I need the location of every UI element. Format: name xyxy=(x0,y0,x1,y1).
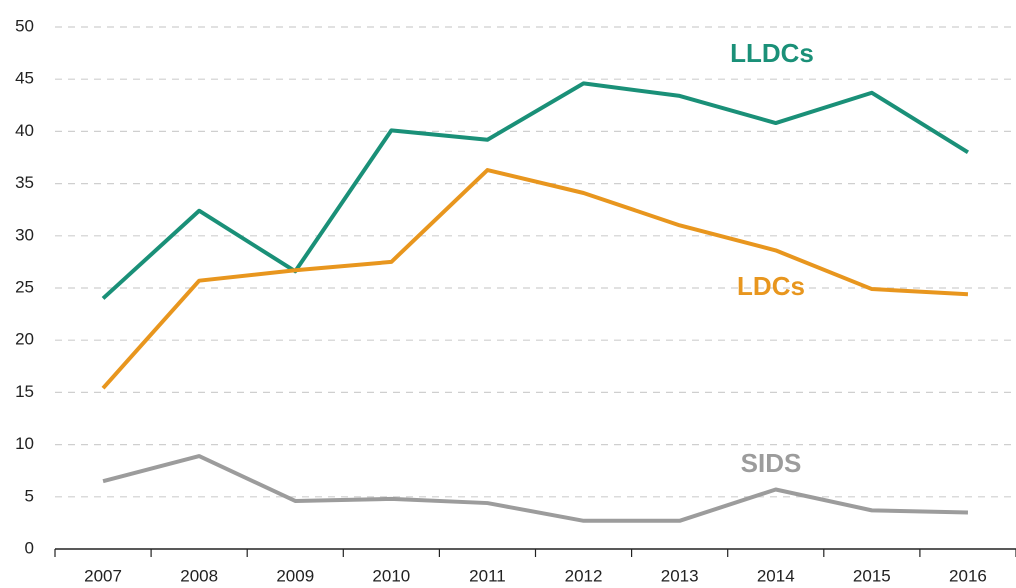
series-line xyxy=(101,81,970,300)
y-tick-label: 15 xyxy=(15,382,34,401)
y-tick-label: 20 xyxy=(15,330,34,349)
series-line xyxy=(102,454,968,523)
series-line xyxy=(101,168,969,390)
y-tick-label: 40 xyxy=(15,121,34,140)
x-tick-label: 2007 xyxy=(84,566,122,585)
series-label: LLDCs xyxy=(730,38,814,68)
y-tick-label: 0 xyxy=(25,538,34,557)
x-tick-label: 2012 xyxy=(565,566,603,585)
x-tick-label: 2015 xyxy=(853,566,891,585)
y-tick-label: 50 xyxy=(15,16,34,35)
y-tick-label: 35 xyxy=(15,173,34,192)
y-tick-label: 25 xyxy=(15,277,34,296)
series-label: LDCs xyxy=(737,271,805,301)
x-tick-label: 2010 xyxy=(372,566,410,585)
y-tick-label: 45 xyxy=(15,69,34,88)
x-tick-label: 2016 xyxy=(949,566,987,585)
x-tick-label: 2011 xyxy=(469,566,506,585)
y-tick-label: 5 xyxy=(25,486,34,505)
y-tick-label: 30 xyxy=(15,225,34,244)
x-tick-label: 2014 xyxy=(757,566,795,585)
series-label: SIDS xyxy=(741,448,802,478)
x-tick-label: 2008 xyxy=(180,566,218,585)
y-tick-label: 10 xyxy=(15,434,34,453)
x-tick-label: 2013 xyxy=(661,566,699,585)
x-tick-label: 2009 xyxy=(276,566,314,585)
